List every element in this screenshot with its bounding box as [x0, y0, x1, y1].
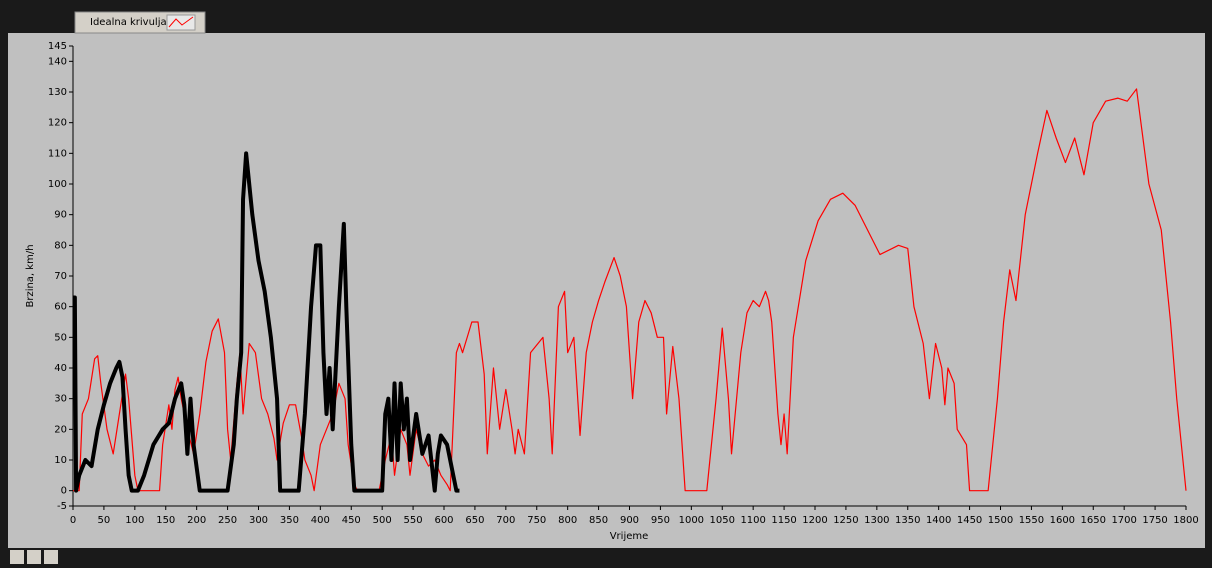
- x-tick-label: 400: [311, 515, 330, 526]
- x-tick-label: 500: [373, 515, 392, 526]
- y-tick-label: 30: [54, 394, 67, 405]
- y-tick-label: 90: [54, 210, 67, 221]
- x-tick-label: 1000: [679, 515, 704, 526]
- x-tick-label: 1650: [1081, 515, 1106, 526]
- x-tick-label: 200: [187, 515, 206, 526]
- x-tick-label: 550: [404, 515, 423, 526]
- y-tick-label: 0: [61, 486, 67, 497]
- x-tick-label: 1250: [833, 515, 858, 526]
- y-tick-label: 40: [54, 363, 67, 374]
- y-tick-label: 70: [54, 271, 67, 282]
- y-tick-label: 20: [54, 424, 67, 435]
- y-tick-label: 110: [48, 148, 67, 159]
- x-tick-label: 600: [434, 515, 453, 526]
- y-tick-label: 50: [54, 332, 67, 343]
- y-tick-label: 80: [54, 240, 67, 251]
- x-axis-label: Vrijeme: [610, 531, 649, 542]
- series-line: [73, 88, 1187, 492]
- x-tick-label: 250: [218, 515, 237, 526]
- x-tick-label: 1450: [957, 515, 982, 526]
- x-tick-label: 0: [70, 515, 76, 526]
- legend-swatch-box: [166, 14, 196, 31]
- x-tick-label: 1550: [1019, 515, 1044, 526]
- x-tick-label: 1750: [1142, 515, 1167, 526]
- x-tick-label: 150: [156, 515, 175, 526]
- y-tick-label: 145: [48, 41, 67, 52]
- legend-swatch: [168, 16, 194, 28]
- x-tick-label: 950: [651, 515, 670, 526]
- x-tick-label: 1400: [926, 515, 951, 526]
- x-tick-label: 50: [98, 515, 111, 526]
- y-tick-label: 140: [48, 56, 67, 67]
- tool-pan[interactable]: [44, 550, 58, 564]
- y-tick-label: 10: [54, 455, 67, 466]
- x-tick-label: 650: [465, 515, 484, 526]
- x-tick-label: 1200: [802, 515, 827, 526]
- x-tick-label: 800: [558, 515, 577, 526]
- legend-label: Idealna krivulja: [90, 17, 167, 28]
- x-tick-label: 700: [496, 515, 515, 526]
- y-tick-label: 60: [54, 302, 67, 313]
- y-tick-label: -5: [57, 501, 67, 512]
- x-tick-label: 1350: [895, 515, 920, 526]
- x-tick-label: 300: [249, 515, 268, 526]
- x-tick-label: 850: [589, 515, 608, 526]
- x-tick-label: 1300: [864, 515, 889, 526]
- x-tick-label: 1800: [1173, 515, 1198, 526]
- y-axis-label: Brzina, km/h: [25, 244, 36, 307]
- tool-zoom[interactable]: [27, 550, 41, 564]
- x-tick-label: 1150: [771, 515, 796, 526]
- x-tick-label: 1100: [740, 515, 765, 526]
- y-tick-label: 120: [48, 118, 67, 129]
- x-tick-label: 900: [620, 515, 639, 526]
- x-tick-label: 1050: [710, 515, 735, 526]
- x-tick-label: 1500: [988, 515, 1013, 526]
- y-tick-label: 100: [48, 179, 67, 190]
- plot-panel: [8, 33, 1205, 548]
- x-tick-label: 350: [280, 515, 299, 526]
- x-tick-label: 450: [342, 515, 361, 526]
- y-tick-label: 130: [48, 87, 67, 98]
- series-line: [72, 151, 460, 493]
- x-tick-label: 1600: [1050, 515, 1075, 526]
- tool-cursor[interactable]: [10, 550, 24, 564]
- x-tick-label: 1700: [1111, 515, 1136, 526]
- x-tick-label: 750: [527, 515, 546, 526]
- x-tick-label: 100: [125, 515, 144, 526]
